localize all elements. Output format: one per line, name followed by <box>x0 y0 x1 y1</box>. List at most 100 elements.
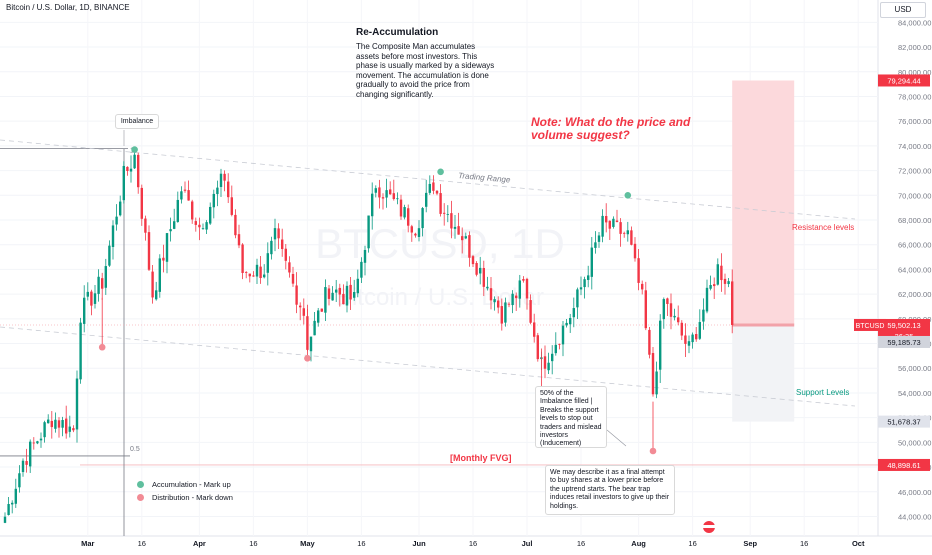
imbalance-callout: Imbalance <box>115 114 159 129</box>
candle-body <box>680 322 683 336</box>
candle-body <box>716 264 719 285</box>
candle-body <box>173 221 176 229</box>
candle-body <box>378 187 381 198</box>
candle-body <box>403 207 406 218</box>
x-tick-label: May <box>300 539 315 548</box>
candle-body <box>471 256 475 265</box>
distribution-marker <box>98 343 106 351</box>
candle-body <box>482 267 485 287</box>
distribution-marker <box>304 355 311 362</box>
candle-body <box>497 300 500 308</box>
candle-body <box>29 441 32 467</box>
target-price-tag-bg <box>878 74 930 87</box>
y-tick-label: 80,000.00 <box>898 68 931 77</box>
candle-body <box>630 230 633 245</box>
x-tick-label: 16 <box>138 539 146 548</box>
candle-body <box>727 281 730 285</box>
candle-body <box>410 226 413 233</box>
candle-body <box>291 273 295 284</box>
x-tick-label: Jun <box>412 539 426 548</box>
candle-body <box>695 334 698 340</box>
candle-body <box>453 226 457 229</box>
candle-body <box>281 239 284 250</box>
candle-body <box>353 292 356 298</box>
candle-body <box>93 293 97 304</box>
candle-body <box>133 154 136 169</box>
candle-body <box>705 287 709 312</box>
x-tick-label: 16 <box>357 539 365 548</box>
stop-price-tag-text: 59,185.73 <box>887 338 920 347</box>
candle-body <box>277 228 280 239</box>
distribution-dot-icon <box>137 494 144 501</box>
candle-body <box>11 502 14 505</box>
candle-body <box>158 258 161 292</box>
candle-body <box>731 281 734 325</box>
candle-body <box>43 422 46 438</box>
candle-body <box>360 261 363 278</box>
currency-button[interactable]: USD <box>880 2 926 18</box>
candle-body <box>713 284 716 287</box>
candle-body <box>684 335 687 344</box>
symbol-tag: BTCUSD <box>854 318 886 331</box>
candle-body <box>648 329 651 355</box>
candle-body <box>255 264 259 277</box>
imbalance-label: Imbalance <box>120 118 154 125</box>
lower-price-tag: 51,678.37 <box>878 415 930 428</box>
candle-body <box>187 190 190 201</box>
candle-body <box>547 362 550 371</box>
bear-trap-callout: We may describe it as a final attempt to… <box>545 465 675 515</box>
candle-body <box>435 190 439 194</box>
candle-body <box>7 504 10 515</box>
target-zone <box>732 80 795 325</box>
candle-body <box>68 426 71 432</box>
candle-body <box>709 285 712 289</box>
x-tick-label: 16 <box>800 539 808 548</box>
candle-body <box>259 266 262 279</box>
candle-body <box>572 308 575 318</box>
x-tick-label: Oct <box>852 539 865 548</box>
y-tick-label: 66,000.00 <box>898 241 931 250</box>
candle-body <box>165 233 169 262</box>
stop-zone <box>732 324 795 422</box>
candle-body <box>407 208 410 226</box>
candle-body <box>108 245 111 266</box>
support-trendline <box>0 326 856 407</box>
candle-body <box>335 289 338 293</box>
candle-body <box>36 441 39 444</box>
candle-body <box>677 317 680 323</box>
candle-body <box>673 315 676 318</box>
candle-body <box>533 322 536 337</box>
candles <box>3 147 734 524</box>
accumulation-marker <box>131 146 138 153</box>
candle-body <box>83 297 86 324</box>
candle-body <box>561 325 565 345</box>
y-tick-label: 82,000.00 <box>898 43 931 52</box>
candle-body <box>723 278 727 284</box>
candle-body <box>385 190 388 198</box>
candle-body <box>299 305 302 308</box>
candle-body <box>396 198 399 200</box>
candle-body <box>659 320 662 370</box>
candle-body <box>486 286 489 289</box>
candle-body <box>389 189 392 195</box>
candle-body <box>75 378 79 430</box>
candle-body <box>302 308 305 316</box>
candle-body <box>162 257 165 261</box>
candle-body <box>194 221 197 225</box>
x-tick-label: 16 <box>469 539 477 548</box>
candle-body <box>327 288 331 299</box>
candle-body <box>590 247 593 277</box>
candle-body <box>263 274 266 278</box>
candle-body <box>122 165 125 201</box>
target-price-tag: 79,294.44 <box>878 74 930 87</box>
candle-body <box>241 244 244 273</box>
accumulation-marker <box>437 168 444 176</box>
current-price-tag: 59,502.13 <box>878 318 930 331</box>
candle-body <box>554 344 557 354</box>
candle-body <box>641 283 644 290</box>
candle-body <box>367 215 370 249</box>
candle-body <box>65 418 68 434</box>
candle-body <box>687 341 691 346</box>
candle-body <box>583 279 586 288</box>
